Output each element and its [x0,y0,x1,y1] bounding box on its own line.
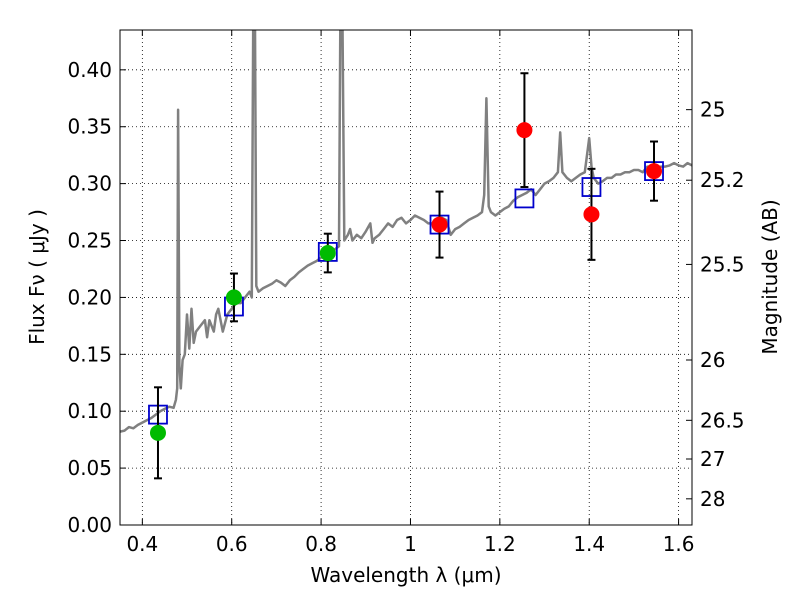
y2-tick-label: 25 [700,98,725,122]
observed-point [225,289,242,306]
y-tick-label: 0.25 [67,229,112,253]
y-tick-label: 0.10 [67,399,112,423]
y-tick-label: 0.35 [67,115,112,139]
x-tick-label: 0.6 [216,532,248,556]
y-axis: 0.00 0.05 0.10 0.15 0.20 0.25 0.30 0.35 0.40 [67,58,126,537]
plot-background [120,30,692,525]
y-tick-label: 0.00 [67,513,112,537]
plot-frame [119,29,693,526]
y-tick-label: 0.05 [67,456,112,480]
y2-tick-label: 26 [700,348,725,372]
x-axis-label: Wavelength λ (μm) [310,563,501,587]
observed-point [583,206,600,223]
errorbar-layer [148,72,664,480]
y2-axis: 25 25.2 25.5 26 26.5 27 28 [686,98,745,511]
y2-tick-label: 26.5 [700,408,745,432]
y-tick-label: 0.30 [67,172,112,196]
observed-point [646,163,663,180]
y2-tick-label: 27 [700,447,725,471]
spectrum-line [120,30,692,433]
x-tick-label: 1.2 [484,532,516,556]
y-axis-label: Flux Fν ( μJy ) [25,209,49,345]
model-square-point [514,188,535,209]
y2-tick-label: 25.2 [700,168,745,192]
observed-point [149,424,166,441]
y-tick-label: 0.15 [67,342,112,366]
x-tick-label: 0.8 [305,532,337,556]
observed-point [516,122,533,139]
y-tick-label: 0.20 [67,285,112,309]
x-tick-label: 0.4 [126,532,158,556]
x-tick-label: 1.6 [663,532,695,556]
y-tick-label: 0.40 [67,58,112,82]
x-tick-label: 1 [404,532,417,556]
data-layer [120,30,692,433]
x-tick-label: 1.4 [573,532,605,556]
observed-point [431,216,448,233]
x-axis: 0.4 0.6 0.8 1 1.2 1.4 1.6 [126,30,695,556]
y2-tick-label: 25.5 [700,252,745,276]
y2-axis-label: Magnitude (AB) [758,199,782,354]
observed-point [319,245,336,262]
y2-tick-label: 28 [700,487,725,511]
